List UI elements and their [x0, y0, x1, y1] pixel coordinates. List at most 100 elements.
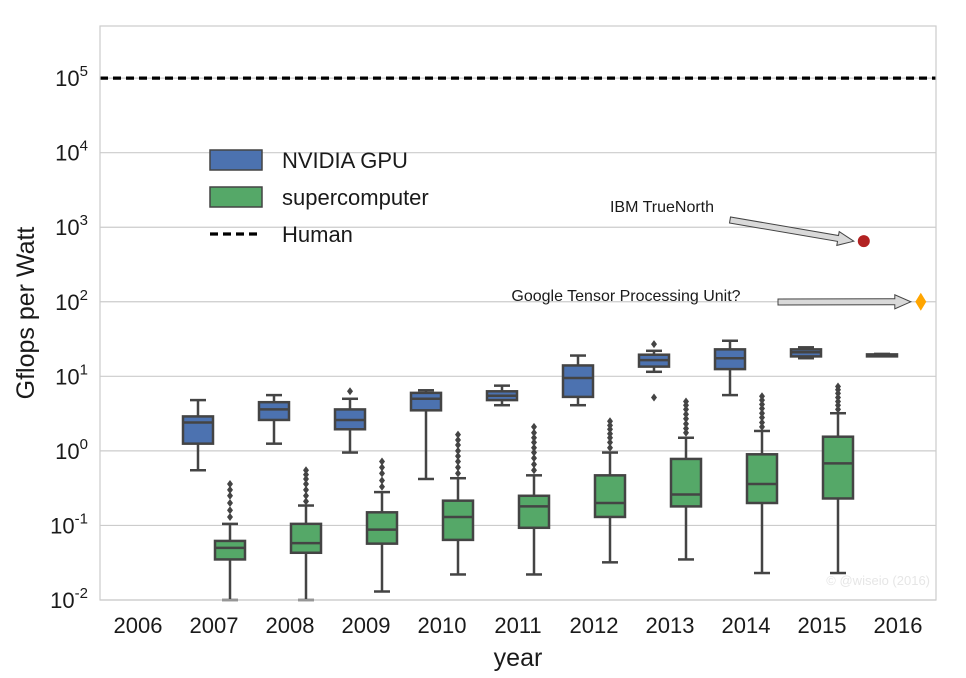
nvidia-gpu-box-2014	[713, 339, 747, 397]
flier-point	[531, 433, 537, 442]
annotation-arrow	[777, 294, 913, 310]
supercomputer-box-2011	[517, 422, 551, 576]
flier-point	[531, 460, 537, 469]
supercomputer-box-2013	[669, 397, 703, 561]
flier-point	[379, 469, 385, 478]
nvidia-gpu-box-2012	[561, 354, 595, 407]
supercomputer-box-2015	[821, 382, 855, 575]
x-axis-title: year	[494, 644, 543, 672]
flier-point	[531, 422, 537, 431]
legend-entry-human: Human	[210, 222, 353, 247]
nvidia-gpu-box-2015	[789, 346, 823, 360]
annotation-label: IBM TrueNorth	[610, 199, 714, 216]
flier-point	[379, 476, 385, 485]
flier-point	[835, 382, 841, 391]
boxplots	[181, 339, 899, 602]
nvidia-gpu-box-2007	[181, 398, 215, 472]
flier-point	[303, 485, 309, 494]
x-tick-labels: 2006 2007 2008 2009 2010 2011 2012 2013 2014 2015…	[114, 613, 923, 638]
flier-point	[455, 430, 461, 439]
x-tick-label: 2014	[722, 613, 771, 638]
flier-point	[303, 466, 309, 475]
annotations: IBM TrueNorth Google Tensor Processing Un…	[511, 199, 913, 310]
x-tick-label: 2015	[798, 613, 847, 638]
flier-point	[759, 400, 765, 409]
flier-point	[455, 440, 461, 449]
box-body	[561, 364, 595, 399]
flier-point	[455, 435, 461, 444]
annotation-arrow	[728, 216, 856, 247]
flier-point	[759, 392, 765, 401]
supercomputer-box-2009	[365, 457, 399, 593]
legend-label: supercomputer	[282, 185, 429, 210]
flier-point	[683, 405, 689, 414]
flier-point	[303, 470, 309, 479]
legend-swatch	[209, 149, 263, 171]
flier-point	[683, 414, 689, 423]
flier-point	[531, 428, 537, 437]
legend-label: Human	[282, 222, 353, 247]
flier-point	[683, 397, 689, 406]
nvidia-gpu-box-2010	[409, 389, 443, 481]
flier-point	[303, 479, 309, 488]
x-tick-label: 2010	[418, 613, 467, 638]
box-body	[365, 511, 399, 545]
y-tick-label: 103	[55, 212, 88, 240]
supercomputer-box-2007	[213, 479, 247, 602]
box-body	[409, 391, 443, 412]
flier-point	[227, 506, 233, 515]
flier-point	[759, 409, 765, 418]
flier-point	[759, 418, 765, 427]
supercomputer-box-2010	[441, 430, 475, 576]
legend-swatch	[209, 186, 263, 208]
flier-point	[607, 443, 613, 452]
supercomputer-box-2014	[745, 392, 779, 575]
flier-point	[835, 393, 841, 402]
box-body	[181, 415, 215, 445]
box-body	[213, 539, 247, 561]
flier-point	[683, 428, 689, 437]
flier-point	[607, 438, 613, 447]
flier-point	[455, 457, 461, 466]
flier-point	[607, 417, 613, 426]
flier-point	[683, 424, 689, 433]
flier-point	[227, 479, 233, 488]
box-body	[257, 400, 291, 422]
box-body	[745, 453, 779, 505]
x-tick-label: 2006	[114, 613, 163, 638]
legend-label: NVIDIA GPU	[282, 148, 408, 173]
flier-point	[683, 410, 689, 419]
flier-point	[607, 429, 613, 438]
flier-point	[227, 512, 233, 521]
supercomputer-box-2008	[289, 466, 323, 602]
y-axis-title: Gflops per Watt	[12, 227, 40, 400]
flier-point	[379, 463, 385, 472]
x-tick-label: 2008	[266, 613, 315, 638]
flier-point	[683, 419, 689, 428]
x-tick-label: 2016	[874, 613, 923, 638]
flier-point	[303, 491, 309, 500]
flier-point	[835, 405, 841, 414]
box-body	[821, 435, 855, 500]
flier-point	[455, 452, 461, 461]
nvidia-gpu-box-2009	[333, 387, 367, 454]
flier-point	[379, 457, 385, 466]
point-google-tpu	[915, 292, 927, 311]
flier-point	[759, 422, 765, 431]
legend-entry-supercomputer: supercomputer	[209, 185, 429, 210]
flier-point	[531, 466, 537, 475]
x-tick-label: 2012	[570, 613, 619, 638]
legend-entry-nvidia-gpu: NVIDIA GPU	[209, 148, 408, 173]
flier-point	[379, 482, 385, 491]
box-body	[441, 499, 475, 542]
flier-point	[455, 469, 461, 478]
flier-point	[759, 413, 765, 422]
supercomputer-box-2012	[593, 417, 627, 564]
box-body	[593, 474, 627, 519]
box-body	[517, 494, 551, 530]
flier-point	[531, 443, 537, 452]
flier-point	[607, 421, 613, 430]
x-tick-label: 2011	[494, 613, 541, 638]
